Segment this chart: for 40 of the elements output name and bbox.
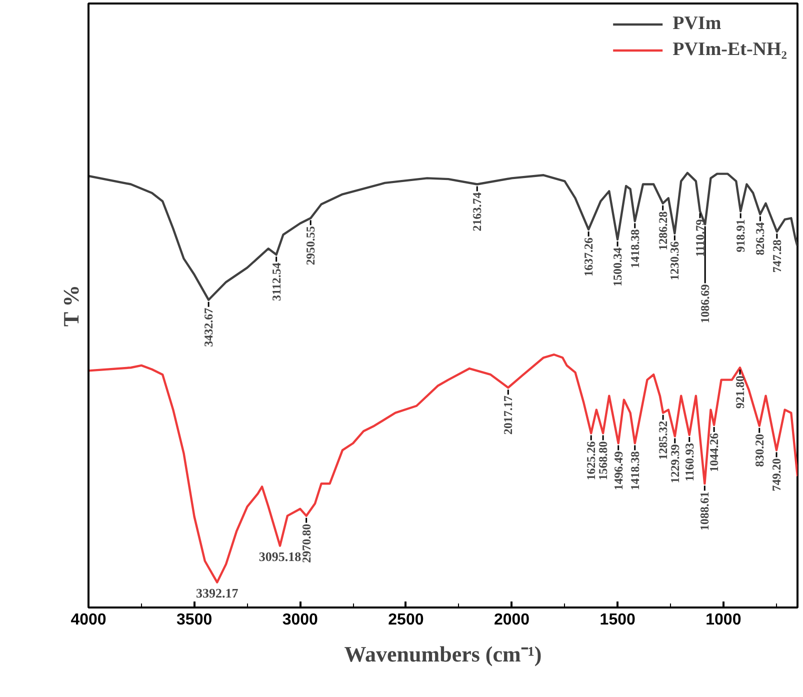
annotation: 1088.61 [698,492,712,531]
annotation: 749.20 [770,458,784,492]
x-tick-label: 1500 [600,612,636,628]
x-tick-label: 4000 [70,612,106,628]
annotation: 1500.34 [610,247,625,286]
legend-label: PVIm-Et-NH₂ [672,39,787,61]
annotation: 921.80 [732,376,747,409]
annotation: 1044.26 [707,432,722,472]
annotation: 826.34 [753,222,768,256]
x-tick-label: 2500 [388,612,424,628]
annotation: 1229.39 [668,444,682,484]
x-tick-label: 1000 [706,612,742,628]
annotation: 1496.49 [611,451,626,490]
annotation: 1110.79 [692,219,707,257]
annotation: 2017.17 [501,396,516,435]
annotation: 1418.38 [628,229,642,268]
y-axis-title: T % [58,284,84,327]
annotation: 3392.17 [196,585,239,600]
annotation: 1286.28 [656,211,670,250]
annotation: 2950.55 [304,226,318,266]
annotation: 747.28 [770,240,784,273]
annotation: 3112.54 [269,262,284,301]
annotation: 1160.93 [682,442,696,482]
legend-label: PVIm [672,13,722,35]
x-tick-label: 2000 [494,612,530,628]
annotation: 1568.80 [596,441,610,480]
annotation: 1625.26 [584,441,598,480]
annotation: 1285.32 [656,420,670,460]
annotation: 1230.36 [668,241,682,280]
annotation: 3432.67 [202,308,216,347]
annotation: 2163.74 [470,192,484,232]
annotation: 1637.26 [582,237,596,276]
x-tick-label: 3000 [282,612,318,628]
x-tick-label: 3500 [176,612,212,628]
annotation: 918.91 [734,219,748,252]
annotation: 1086.69 [698,284,712,324]
annotation: 1418.38 [628,451,642,490]
annotation: 3095.18 [258,548,302,564]
annotation: 830.20 [752,434,766,467]
x-axis-title: Wavenumbers (cm⁻¹) [344,642,542,666]
